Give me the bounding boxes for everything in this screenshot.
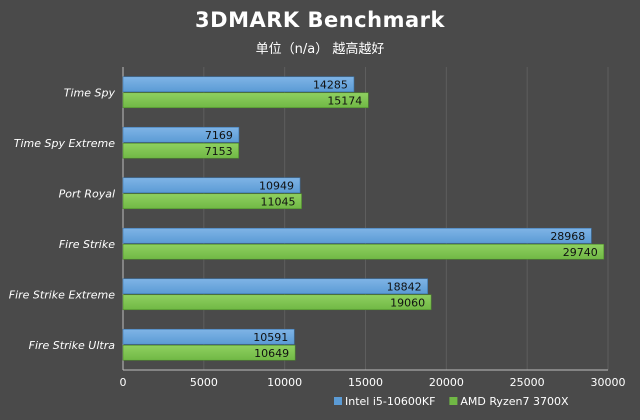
legend-swatch [334, 397, 342, 405]
bar-intel [122, 126, 240, 143]
legend-label: AMD Ryzen7 3700X [460, 395, 569, 408]
bar-amd [122, 193, 302, 210]
data-label: 29740 [563, 246, 598, 259]
data-label: 7153 [205, 145, 233, 158]
x-tick-label: 0 [120, 376, 127, 389]
bar-amd [122, 294, 432, 311]
data-label: 10649 [254, 347, 289, 360]
bar-intel [122, 278, 428, 295]
data-label: 18842 [387, 280, 422, 293]
chart-subtitle: 单位（n/a） 越高越好 [255, 42, 385, 57]
data-label: 11045 [261, 195, 296, 208]
category-label: Port Royal [59, 187, 115, 200]
legend-label: Intel i5-10600KF [345, 395, 435, 408]
legend-swatch [449, 397, 458, 405]
category-label: Fire Strike [59, 238, 115, 251]
category-label: Time Spy [64, 86, 116, 99]
data-label: 19060 [390, 296, 425, 309]
data-label: 10949 [259, 179, 294, 192]
x-tick-label: 30000 [591, 376, 626, 389]
bar-amd [122, 92, 369, 109]
x-tick-label: 15000 [348, 376, 383, 389]
x-tick-label: 25000 [510, 376, 545, 389]
bar-amd [122, 344, 296, 361]
data-label: 10591 [253, 331, 288, 344]
data-label: 14285 [313, 78, 348, 91]
category-label: Fire Strike Ultra [29, 339, 116, 352]
bar-intel [122, 177, 301, 194]
category-label: Time Spy Extreme [14, 137, 116, 150]
bar-intel [122, 328, 295, 345]
data-label: 28968 [550, 230, 585, 243]
category-label: Fire Strike Extreme [9, 288, 115, 301]
bar-intel [122, 227, 592, 244]
bar-amd [122, 243, 605, 260]
x-tick-label: 20000 [429, 376, 464, 389]
x-tick-label: 5000 [190, 376, 218, 389]
x-tick-label: 10000 [267, 376, 302, 389]
chart-title: 3DMARK Benchmark [195, 8, 445, 32]
data-label: 15174 [327, 94, 362, 107]
data-label: 7169 [205, 129, 233, 142]
bar-intel [122, 76, 355, 93]
bar-amd [122, 142, 239, 159]
